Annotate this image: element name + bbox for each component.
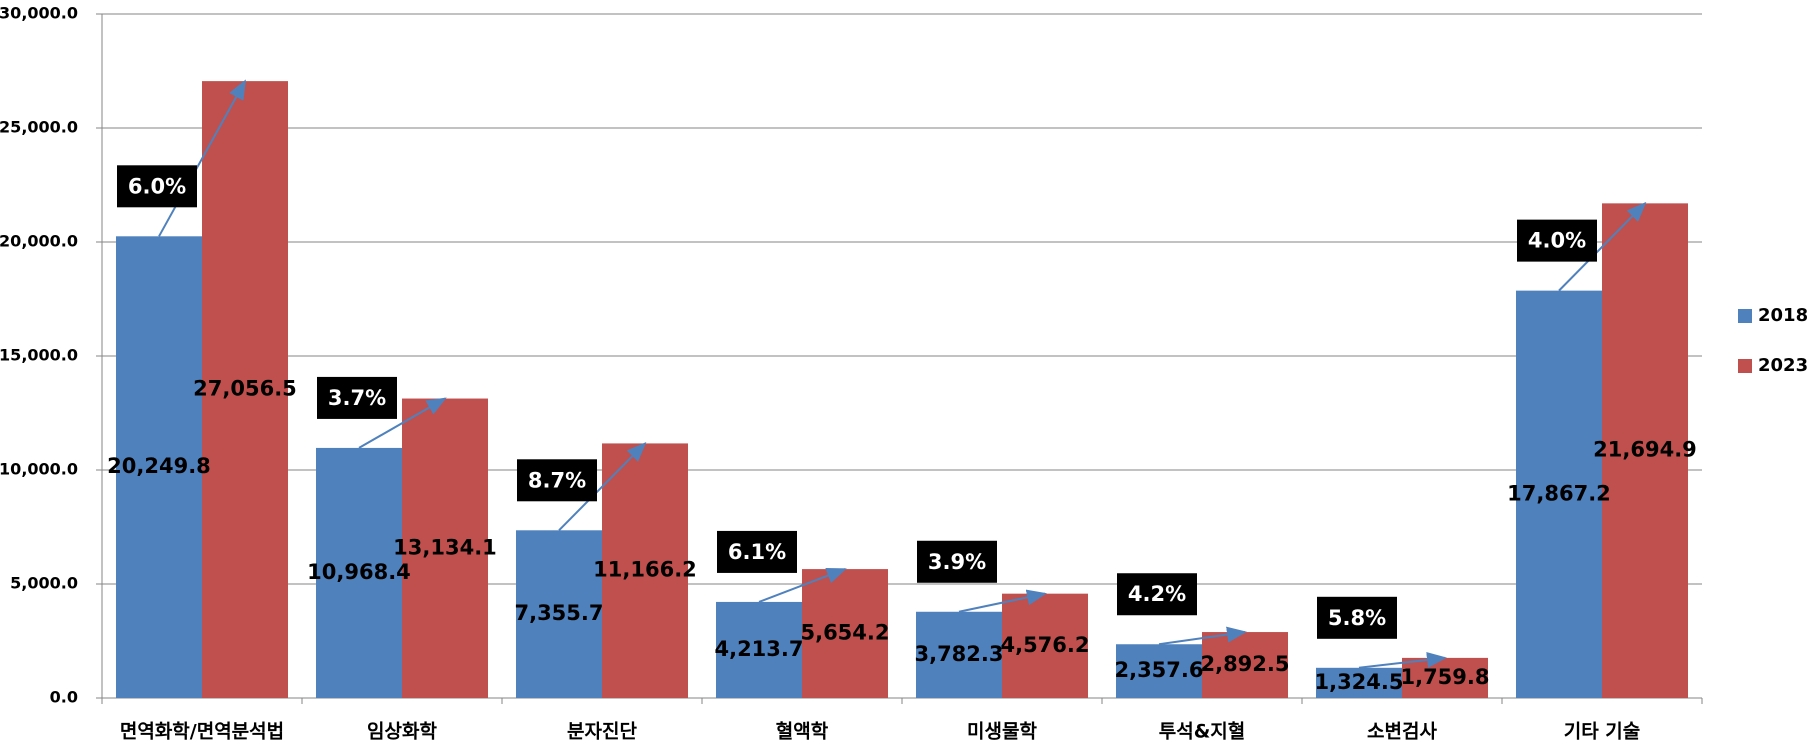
annotation-box [1317, 596, 1397, 639]
y-tick-label: 5,000.0 [10, 574, 78, 593]
bar [402, 398, 488, 698]
value-label: 17,867.2 [1507, 481, 1611, 505]
annotation: 4.0% [1528, 229, 1586, 253]
y-tick-label: 25,000.0 [0, 118, 78, 137]
bar [1202, 632, 1288, 698]
growth-arrow [1158, 626, 1247, 646]
bar [1116, 644, 1202, 698]
annotation-box [317, 376, 397, 419]
value-label: 7,355.7 [514, 601, 603, 625]
value-label: 4,213.7 [714, 637, 803, 661]
growth-arrow [1358, 651, 1447, 669]
bar [716, 601, 802, 698]
x-tick-label: 투석&지혈 [1159, 720, 1246, 743]
legend-label: 2018 [1758, 305, 1807, 326]
value-label: 20,249.8 [107, 454, 211, 478]
bar [1002, 593, 1088, 698]
annotation: 8.7% [528, 468, 586, 492]
bar [516, 530, 602, 698]
annotation-box [1517, 219, 1597, 262]
x-tick-label: 면역화학/면역분석법 [120, 721, 284, 743]
value-label: 13,134.1 [393, 535, 497, 559]
value-label: 4,576.2 [1000, 633, 1089, 657]
annotation: 6.1% [728, 540, 786, 564]
y-tick-label: 0.0 [50, 688, 78, 707]
growth-arrow [358, 397, 447, 449]
value-label: 2,357.6 [1114, 658, 1203, 682]
value-label: 10,968.4 [307, 560, 411, 584]
value-label: 11,166.2 [593, 558, 697, 582]
annotation-box [717, 530, 797, 573]
y-tick-label: 30,000.0 [0, 4, 78, 23]
legend-swatch [1738, 309, 1752, 323]
growth-arrow [558, 441, 647, 531]
value-label: 1,759.8 [1400, 665, 1489, 689]
annotation-box [917, 540, 997, 583]
x-tick-label: 임상화학 [367, 721, 437, 743]
y-tick-label: 10,000.0 [0, 460, 78, 479]
value-label: 21,694.9 [1593, 438, 1697, 462]
annotation: 6.0% [128, 174, 186, 198]
annotation: 4.2% [1128, 582, 1186, 606]
bar [1516, 290, 1602, 698]
annotation: 3.9% [928, 550, 986, 574]
annotation: 3.7% [328, 386, 386, 410]
annotation-box [517, 459, 597, 502]
value-label: 27,056.5 [193, 377, 297, 401]
y-tick-label: 20,000.0 [0, 232, 78, 251]
bar [802, 569, 888, 698]
growth-arrow [758, 568, 847, 603]
x-tick-label: 기타 기술 [1564, 721, 1641, 743]
bar [202, 81, 288, 698]
value-label: 2,892.5 [1200, 652, 1289, 676]
legend-label: 2023 [1758, 355, 1807, 376]
annotation-box [1117, 573, 1197, 616]
bar [602, 443, 688, 698]
annotation: 5.8% [1328, 606, 1386, 630]
bar [316, 447, 402, 698]
bar [116, 236, 202, 698]
growth-arrow [158, 79, 246, 237]
value-label: 5,654.2 [800, 621, 889, 645]
legend-swatch [1738, 359, 1752, 373]
x-tick-label: 혈액학 [776, 720, 829, 743]
x-tick-label: 분자진단 [567, 721, 637, 743]
bar [916, 611, 1002, 698]
value-label: 1,324.5 [1314, 670, 1403, 694]
x-tick-label: 소변검사 [1367, 721, 1437, 743]
bar [1602, 203, 1688, 699]
growth-arrow [1558, 201, 1647, 292]
annotation-box [117, 165, 197, 208]
value-label: 3,782.3 [914, 642, 1003, 666]
growth-arrow [958, 589, 1047, 613]
y-tick-label: 15,000.0 [0, 346, 78, 365]
bar [1316, 667, 1402, 698]
x-tick-label: 미생물학 [967, 721, 1037, 743]
